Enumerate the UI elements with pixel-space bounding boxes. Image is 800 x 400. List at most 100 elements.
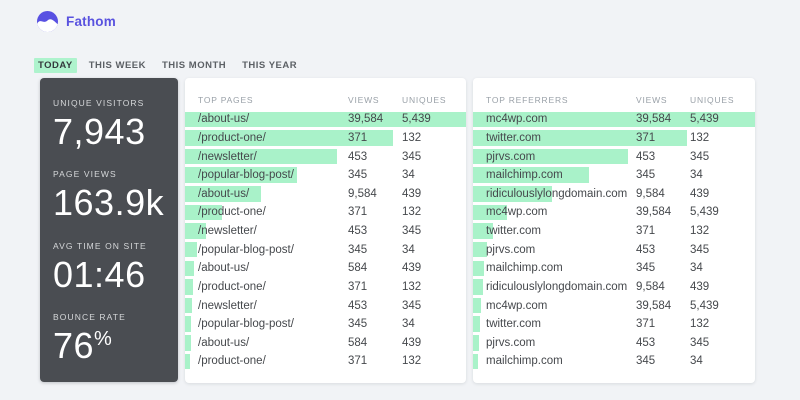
row-views: 371 [348,280,368,293]
table-row: /newsletter/453 345 [185,222,466,241]
table-row: mc4wp.com 39,584 5,439 [473,296,755,315]
row-uniques: 439 [690,280,710,293]
table-row: /about-us/9,584 439 [185,185,466,204]
row-views: 584 [348,262,368,275]
row-name: /newsletter/ [198,225,257,238]
row-uniques: 34 [402,169,415,182]
row-uniques: 132 [690,131,710,144]
stats-panel: UNIQUE VISITORS 7,943 PAGE VIEWS 163.9k AVG … [40,78,178,382]
tab-today[interactable]: TODAY [34,58,77,73]
table-row: twitter.com 371 132 [473,129,755,148]
row-views: 9,584 [348,187,377,200]
row-name: /about-us/ [198,262,250,275]
table-row: mailchimp.com 345 34 [473,259,755,278]
row-name: /popular-blog-post/ [198,243,294,256]
row-name: /about-us/ [198,113,250,126]
stat-bounce-rate: BOUNCE RATE 76% [53,312,165,366]
stat-unique-visitors: UNIQUE VISITORS 7,943 [53,98,165,152]
row-trend-bar [185,130,393,146]
table-row: /newsletter/453 345 [185,147,466,166]
row-uniques: 132 [402,280,422,293]
row-views: 345 [636,262,656,275]
top-referrers-header: TOP REFERRERS VIEWS UNIQUES [473,90,755,110]
row-name: /product-one/ [198,131,266,144]
table-row: ridiculouslylongdomain.com 9,584 439 [473,185,755,204]
stat-suffix: % [94,328,112,351]
row-views: 39,584 [348,113,384,126]
row-uniques: 345 [690,243,710,256]
tab-this-month[interactable]: THIS MONTH [162,60,227,71]
row-views: 39,584 [636,113,672,126]
row-trend-bar [185,111,466,128]
table-row: /newsletter/453 345 [185,296,466,315]
row-uniques: 5,439 [690,299,719,312]
row-trend-bar [185,241,197,258]
row-views: 39,584 [636,299,672,312]
row-views: 9,584 [636,187,665,200]
row-uniques: 34 [402,318,415,331]
stat-value: 7,943 [53,111,146,152]
row-views: 453 [636,150,656,163]
row-name: mailchimp.com [486,262,563,275]
row-views: 453 [348,150,368,163]
row-name: mailchimp.com [486,355,563,368]
row-uniques: 5,439 [690,113,719,126]
row-views: 345 [636,355,656,368]
row-uniques: 5,439 [402,113,431,126]
row-name: twitter.com [486,131,541,144]
row-uniques: 132 [690,225,710,238]
stat-label: PAGE VIEWS [53,169,117,180]
top-pages-header: TOP PAGES VIEWS UNIQUES [185,90,466,110]
brand-logo-link[interactable]: Fathom [37,11,116,32]
table-row: /about-us/584 439 [185,334,466,353]
table-row: twitter.com 371 132 [473,222,755,241]
row-trend-bar [473,130,688,146]
stat-value: 163.9k [53,182,165,224]
tab-this-year[interactable]: THIS YEAR [242,60,298,71]
tab-this-week[interactable]: THIS WEEK [88,60,146,71]
period-tabs: TODAY THIS WEEK THIS MONTH THIS YEAR [34,58,301,73]
row-name: /product-one/ [198,206,266,219]
row-trend-bar [185,148,337,165]
row-views: 345 [348,243,368,256]
row-views: 584 [348,336,368,349]
row-name: twitter.com [486,225,541,238]
stat-label: BOUNCE RATE [53,312,126,323]
row-trend-bar [473,186,552,202]
row-uniques: 439 [402,187,422,200]
row-name: /popular-blog-post/ [198,318,294,331]
table-row: mc4wp.com 39,584 5,439 [473,203,755,222]
row-name: /popular-blog-post/ [198,169,294,182]
row-trend-bar [473,335,479,351]
table-row: /about-us/584 439 [185,259,466,278]
row-uniques: 439 [402,262,422,275]
row-views: 345 [636,169,656,182]
row-views: 371 [636,131,656,144]
row-views: 371 [636,225,656,238]
row-trend-bar [473,297,482,314]
row-name: /newsletter/ [198,299,257,312]
row-trend-bar [185,167,298,183]
stat-page-views: PAGE VIEWS 163.9k [53,169,165,223]
row-name: /newsletter/ [198,150,257,163]
row-views: 453 [636,336,656,349]
row-trend-bar [185,186,261,202]
row-uniques: 5,439 [690,206,719,219]
row-name: pjrvs.com [486,336,536,349]
row-trend-bar [473,223,493,239]
row-uniques: 345 [690,150,710,163]
table-row: pjrvs.com 453 345 [473,240,755,259]
table-row: /about-us/39,584 5,439 [185,110,466,129]
top-referrers-card: TOP REFERRERS VIEWS UNIQUES mc4wp.com 39,58… [473,78,755,383]
row-uniques: 345 [690,336,710,349]
brand-name: Fathom [66,14,116,29]
table-row: /product-one/371 132 [185,129,466,148]
row-trend-bar [473,353,479,370]
row-name: twitter.com [486,318,541,331]
top-referrers-rows: mc4wp.com 39,584 5,439 twitter.com 371 132 pjr… [473,110,755,371]
row-name: ridiculouslylongdomain.com [486,280,628,293]
row-trend-bar [473,241,488,258]
top-pages-card: TOP PAGES VIEWS UNIQUES /about-us/39,584 5,… [185,78,466,383]
column-header-top-referrers: TOP REFERRERS [486,95,569,105]
row-uniques: 439 [402,336,422,349]
